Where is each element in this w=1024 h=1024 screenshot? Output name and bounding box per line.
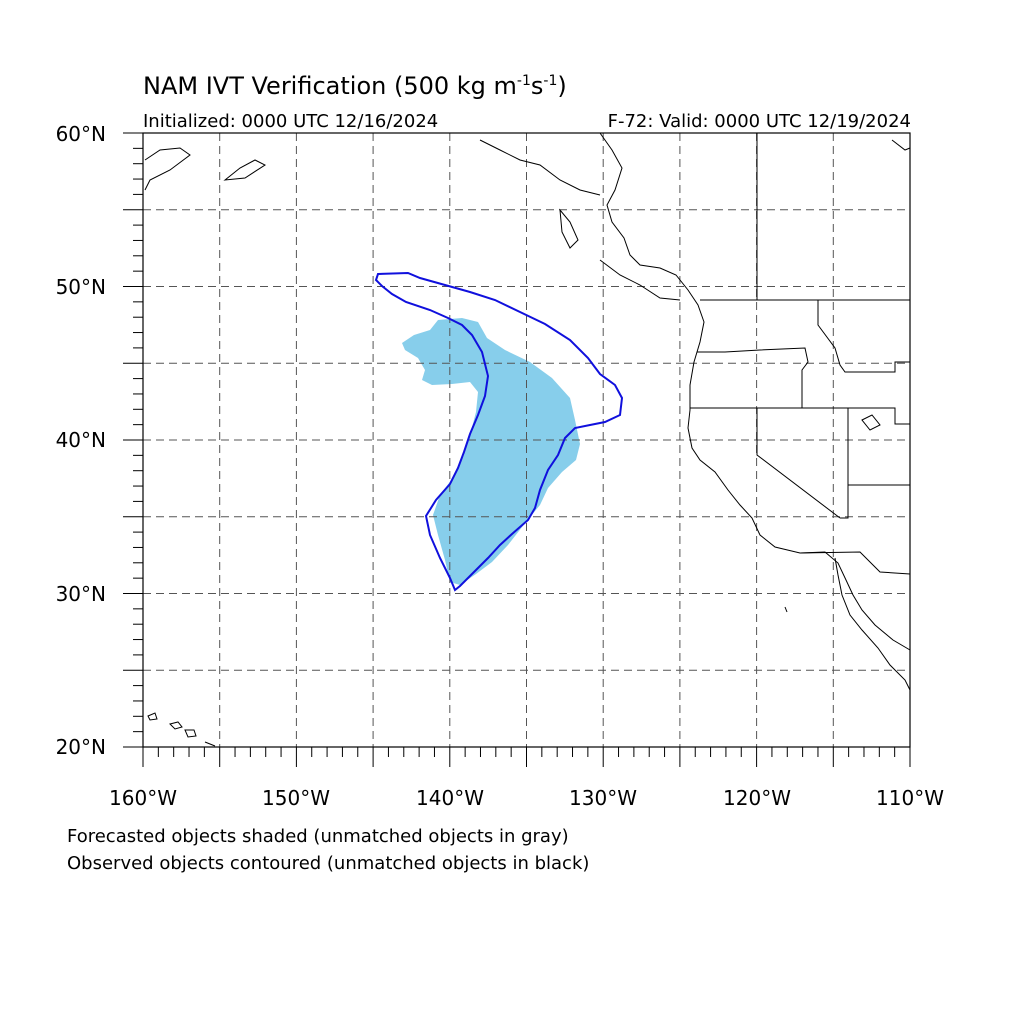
title-main: NAM IVT Verification (500 kg m: [143, 72, 517, 100]
lat-label-50: 50°N: [55, 275, 106, 299]
axis-ticks: [123, 132, 911, 767]
lat-label-60: 60°N: [55, 122, 106, 146]
lat-label-20: 20°N: [55, 735, 106, 759]
lon-label-130w: 130°W: [569, 786, 637, 810]
lon-label-140w: 140°W: [416, 786, 484, 810]
initialized-label: Initialized: 0000 UTC 12/16/2024: [143, 111, 439, 132]
lon-label-160w: 160°W: [109, 786, 177, 810]
lat-label-30: 30°N: [55, 582, 106, 606]
map-title: NAM IVT Verification (500 kg m-1s-1): [143, 72, 567, 100]
lon-label-120w: 120°W: [723, 786, 791, 810]
title-sup-1: -1: [516, 73, 531, 89]
coastline: [144, 132, 911, 747]
lat-label-40: 40°N: [55, 428, 106, 452]
valid-time-label: F-72: Valid: 0000 UTC 12/19/2024: [607, 111, 911, 132]
graticule: [143, 133, 910, 747]
observed-object-contour: [374, 271, 624, 592]
state-borders: [690, 133, 911, 575]
legend-note-observed: Observed objects contoured (unmatched ob…: [67, 853, 590, 874]
lon-label-110w: 110°W: [876, 786, 944, 810]
legend-note-forecast: Forecasted objects shaded (unmatched obj…: [67, 826, 569, 847]
forecast-object: [402, 318, 580, 585]
title-sup-2: -1: [543, 73, 558, 89]
title-end: ): [557, 72, 567, 100]
lon-label-150w: 150°W: [262, 786, 330, 810]
title-mid: s: [530, 72, 544, 100]
